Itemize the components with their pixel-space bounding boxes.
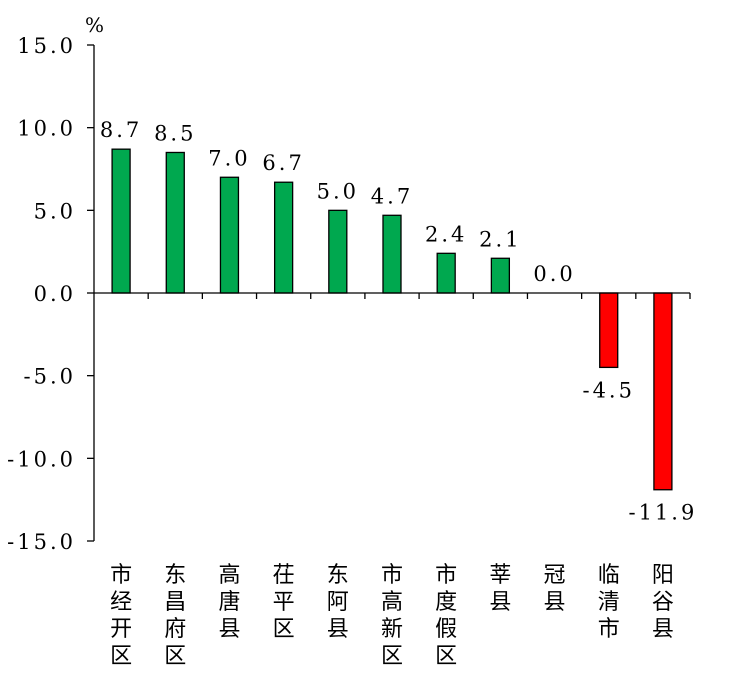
category-label-char: 市: [435, 563, 457, 588]
bar: [328, 209, 348, 294]
category-label-char: 阳: [652, 563, 674, 588]
bar: [599, 292, 619, 369]
y-axis-ticks: 15.0 10.0 5.0 0.0 -5.0 -10.0 -15.0: [7, 34, 94, 554]
category-label-char: 县: [544, 590, 566, 615]
y-tick-label: -5.0: [24, 365, 77, 389]
bar: [490, 257, 511, 294]
data-label: 8.5: [154, 121, 196, 145]
data-label: 5.0: [317, 179, 359, 203]
bar: [165, 151, 185, 294]
category-label: 市经开区: [110, 563, 132, 669]
category-label-char: 莘: [489, 563, 511, 588]
category-label-char: 昌: [164, 590, 186, 615]
bar: [111, 148, 131, 294]
y-tick-label: 5.0: [34, 199, 76, 223]
category-label: 市度假区: [435, 563, 457, 669]
data-label: 4.7: [371, 184, 413, 208]
y-axis-unit-label: %: [85, 13, 104, 37]
data-label: 7.0: [208, 146, 250, 170]
category-label-char: 高: [218, 563, 240, 588]
data-label: 2.1: [479, 227, 521, 251]
data-labels: 8.7 8.5 7.0 6.7 5.0 4.7 2.4 2.1 0.0 -4.5 -11.9: [100, 118, 697, 525]
category-label-char: 假: [435, 617, 457, 642]
category-label-char: 区: [110, 644, 132, 669]
category-label: 东阿县: [327, 563, 349, 642]
category-label-char: 经: [110, 590, 132, 615]
category-label-char: 临: [598, 563, 620, 588]
category-label-char: 谷: [652, 590, 674, 615]
category-label-char: 区: [435, 644, 457, 669]
category-label-char: 市: [381, 563, 403, 588]
category-label: 东昌府区: [164, 563, 186, 669]
bar: [653, 292, 673, 491]
category-label-char: 县: [218, 617, 240, 642]
data-label: 8.7: [100, 118, 142, 142]
y-tick-label: 15.0: [17, 34, 76, 58]
category-label-char: 度: [435, 590, 457, 615]
category-label: 临清市: [598, 563, 620, 642]
bar: [219, 176, 240, 294]
category-label-char: 县: [489, 590, 511, 615]
category-label-char: 区: [273, 617, 295, 642]
category-label: 高唐县: [218, 563, 240, 642]
data-label: -11.9: [628, 501, 697, 525]
category-label: 冠县: [544, 563, 566, 615]
bar: [382, 214, 402, 294]
category-label: 市高新区: [381, 563, 403, 669]
category-label-char: 府: [164, 617, 186, 642]
category-label-char: 县: [327, 617, 349, 642]
category-label-char: 高: [381, 590, 403, 615]
y-tick-label: 0.0: [34, 282, 76, 306]
category-label-char: 清: [598, 590, 620, 615]
category-label-char: 东: [327, 563, 349, 588]
category-label-char: 唐: [218, 590, 240, 615]
y-tick-label: -10.0: [7, 447, 76, 471]
category-label-char: 区: [381, 644, 403, 669]
category-label-char: 茌: [273, 563, 295, 588]
category-label-char: 东: [164, 563, 186, 588]
data-label: 0.0: [533, 262, 575, 286]
category-label-char: 开: [110, 617, 132, 642]
x-axis-ticks: [147, 293, 691, 299]
category-label-char: 市: [110, 563, 132, 588]
bar: [273, 181, 294, 294]
category-label: 莘县: [489, 563, 511, 615]
category-label-char: 县: [652, 617, 674, 642]
bar: [436, 252, 456, 294]
category-label: 茌平区: [273, 563, 295, 642]
category-label-char: 平: [273, 590, 295, 615]
y-tick-label: 10.0: [17, 117, 76, 141]
category-label-char: 冠: [544, 563, 566, 588]
category-label-char: 市: [598, 617, 620, 642]
y-tick-label: -15.0: [7, 530, 76, 554]
category-label: 阳谷县: [652, 563, 674, 642]
category-label-char: 阿: [327, 590, 349, 615]
data-label: 6.7: [262, 151, 304, 175]
category-label-char: 区: [164, 644, 186, 669]
data-label: 2.4: [425, 222, 467, 246]
data-label: -4.5: [582, 378, 635, 402]
category-label-char: 新: [381, 617, 403, 642]
